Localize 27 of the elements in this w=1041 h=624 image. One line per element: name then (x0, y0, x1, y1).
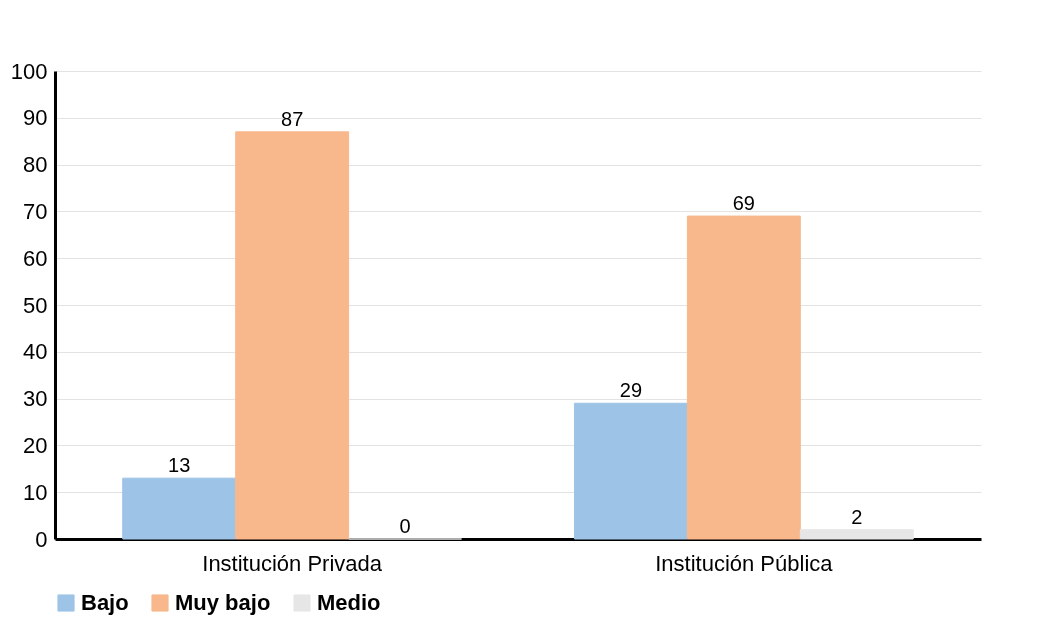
data-label: 2 (851, 505, 863, 528)
legend-label: Muy bajo (175, 590, 271, 615)
y-tick-label: 70 (23, 198, 48, 224)
bar (799, 529, 914, 540)
y-tick-label: 60 (23, 245, 48, 271)
legend-label: Bajo (81, 590, 129, 615)
bar (686, 215, 801, 540)
legend-label: Medio (317, 590, 381, 615)
data-label: 0 (399, 515, 411, 537)
bar (235, 131, 350, 540)
y-tick-label: 100 (10, 58, 48, 84)
y-tick-label: 90 (23, 105, 48, 131)
data-label: 13 (168, 454, 191, 477)
y-tick-label: 0 (35, 526, 48, 552)
bar (122, 477, 237, 540)
data-label: 69 (732, 192, 755, 215)
y-tick-label: 30 (23, 386, 48, 412)
y-tick-label: 80 (23, 152, 48, 178)
x-tick-label: Institución Pública (655, 550, 834, 576)
x-tick-label: Institución Privada (202, 550, 383, 576)
bar (573, 402, 688, 540)
y-tick-label: 50 (23, 292, 48, 318)
y-tick-label: 20 (23, 432, 48, 458)
y-tick-label: 10 (23, 479, 48, 505)
y-tick-label: 40 (23, 339, 48, 365)
data-label: 29 (619, 379, 643, 402)
data-label: 87 (281, 107, 304, 130)
